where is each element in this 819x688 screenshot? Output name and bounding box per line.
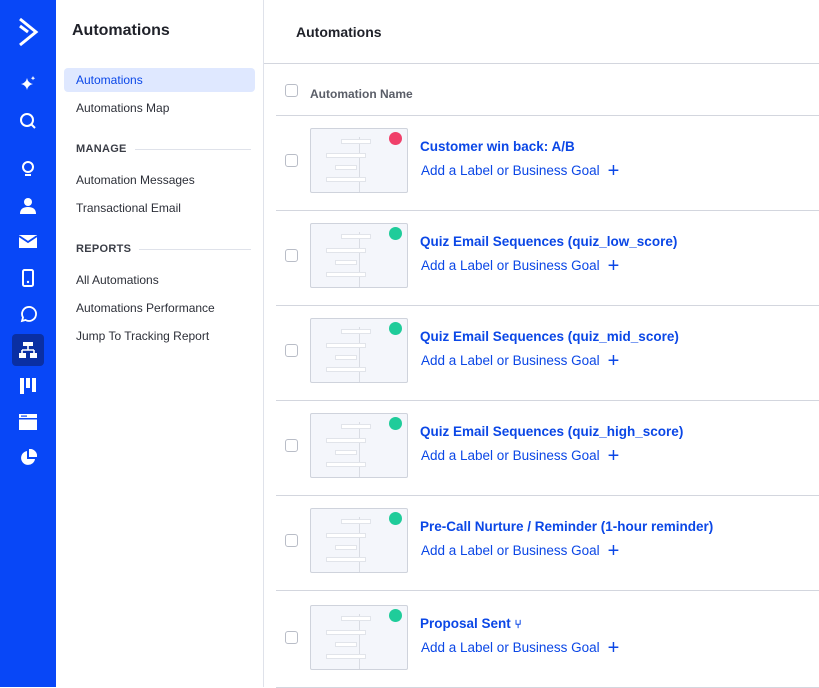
- plus-icon[interactable]: +: [607, 445, 620, 467]
- automation-name-link[interactable]: Quiz Email Sequences (quiz_mid_score): [420, 327, 730, 347]
- row-checkbox[interactable]: [285, 439, 298, 452]
- divider: [276, 115, 819, 116]
- divider: [276, 590, 819, 591]
- reports-heading-text: REPORTS: [76, 243, 132, 255]
- row-checkbox[interactable]: [285, 344, 298, 357]
- reports-icon[interactable]: [12, 442, 44, 474]
- status-dot: [389, 417, 402, 430]
- reports-heading: REPORTS: [76, 243, 251, 255]
- automation-name-link[interactable]: Quiz Email Sequences (quiz_high_score): [420, 422, 730, 442]
- automation-info: Quiz Email Sequences (quiz_mid_score) Ad…: [420, 327, 730, 371]
- plus-icon[interactable]: +: [607, 160, 620, 182]
- manage-heading-text: MANAGE: [76, 143, 127, 155]
- add-label-goal-text[interactable]: Add a Label or Business Goal: [421, 640, 600, 655]
- search-icon[interactable]: [12, 105, 44, 137]
- lightbulb-icon[interactable]: [12, 153, 44, 185]
- sidebar-item-jump-to-tracking-report[interactable]: Jump To Tracking Report: [76, 329, 210, 343]
- add-label-goal-link[interactable]: Add a Label or Business Goal +: [420, 541, 730, 561]
- automation-thumbnail[interactable]: [310, 128, 408, 193]
- automation-name-link[interactable]: Proposal Sent ⑂: [420, 614, 730, 634]
- app-rail: [0, 0, 56, 687]
- automation-row[interactable]: Quiz Email Sequences (quiz_low_score) Ad…: [264, 210, 819, 306]
- row-checkbox[interactable]: [285, 249, 298, 262]
- manage-heading: MANAGE: [76, 143, 251, 155]
- divider: [264, 63, 819, 64]
- automation-row[interactable]: Pre-Call Nurture / Reminder (1-hour remi…: [264, 495, 819, 591]
- plus-icon[interactable]: +: [607, 350, 620, 372]
- automation-name[interactable]: Customer win back: A/B: [420, 139, 575, 154]
- add-label-goal-link[interactable]: Add a Label or Business Goal +: [420, 256, 730, 276]
- divider: [276, 210, 819, 211]
- contacts-icon[interactable]: [12, 190, 44, 222]
- automation-row[interactable]: Proposal Sent ⑂ Add a Label or Business …: [264, 592, 819, 688]
- automation-row[interactable]: Quiz Email Sequences (quiz_high_score) A…: [264, 400, 819, 496]
- automation-name[interactable]: Quiz Email Sequences (quiz_high_score): [420, 424, 684, 439]
- pipelines-icon[interactable]: [12, 370, 44, 402]
- sidebar-item-automations-map[interactable]: Automations Map: [76, 101, 170, 115]
- sidebar-title: Automations: [72, 22, 170, 39]
- sidebar-item-automations[interactable]: Automations: [64, 68, 255, 92]
- status-dot: [389, 322, 402, 335]
- main-content: Automations Automation Name Customer win…: [264, 0, 819, 688]
- add-label-goal-text[interactable]: Add a Label or Business Goal: [421, 543, 600, 558]
- website-icon[interactable]: [12, 406, 44, 438]
- automation-name-link[interactable]: Pre-Call Nurture / Reminder (1-hour remi…: [420, 517, 730, 537]
- plus-icon[interactable]: +: [607, 255, 620, 277]
- row-checkbox[interactable]: [285, 534, 298, 547]
- status-dot: [389, 512, 402, 525]
- automation-row[interactable]: Quiz Email Sequences (quiz_mid_score) Ad…: [264, 305, 819, 401]
- status-dot: [389, 609, 402, 622]
- add-label-goal-link[interactable]: Add a Label or Business Goal +: [420, 351, 730, 371]
- divider: [276, 400, 819, 401]
- automation-name[interactable]: Quiz Email Sequences (quiz_low_score): [420, 234, 678, 249]
- whatsapp-icon[interactable]: [12, 298, 44, 330]
- sidebar-item-automations-performance[interactable]: Automations Performance: [76, 301, 215, 315]
- column-header-name[interactable]: Automation Name: [310, 87, 413, 101]
- split-icon: ⑂: [514, 617, 522, 631]
- automation-info: Quiz Email Sequences (quiz_high_score) A…: [420, 422, 730, 466]
- automation-name[interactable]: Pre-Call Nurture / Reminder (1-hour remi…: [420, 519, 714, 534]
- select-all-checkbox[interactable]: [285, 84, 298, 97]
- sms-icon[interactable]: [12, 262, 44, 294]
- automation-info: Pre-Call Nurture / Reminder (1-hour remi…: [420, 517, 730, 561]
- automation-name[interactable]: Quiz Email Sequences (quiz_mid_score): [420, 329, 679, 344]
- logo-icon[interactable]: [12, 16, 44, 48]
- automation-info: Quiz Email Sequences (quiz_low_score) Ad…: [420, 232, 730, 276]
- add-label-goal-text[interactable]: Add a Label or Business Goal: [421, 448, 600, 463]
- plus-icon[interactable]: +: [607, 540, 620, 562]
- row-checkbox[interactable]: [285, 154, 298, 167]
- sparkle-icon[interactable]: [12, 68, 44, 100]
- add-label-goal-text[interactable]: Add a Label or Business Goal: [421, 163, 600, 178]
- divider: [276, 495, 819, 496]
- automation-info: Proposal Sent ⑂ Add a Label or Business …: [420, 614, 730, 658]
- status-dot: [389, 227, 402, 240]
- add-label-goal-text[interactable]: Add a Label or Business Goal: [421, 258, 600, 273]
- automation-row[interactable]: Customer win back: A/B Add a Label or Bu…: [264, 115, 819, 211]
- sidebar-item-transactional-email[interactable]: Transactional Email: [76, 201, 181, 215]
- add-label-goal-link[interactable]: Add a Label or Business Goal +: [420, 638, 730, 658]
- sidebar-item-automation-messages[interactable]: Automation Messages: [76, 173, 195, 187]
- automation-name[interactable]: Proposal Sent: [420, 616, 511, 631]
- automation-info: Customer win back: A/B Add a Label or Bu…: [420, 137, 730, 181]
- add-label-goal-text[interactable]: Add a Label or Business Goal: [421, 353, 600, 368]
- row-checkbox[interactable]: [285, 631, 298, 644]
- plus-icon[interactable]: +: [607, 637, 620, 659]
- automation-name-link[interactable]: Quiz Email Sequences (quiz_low_score): [420, 232, 730, 252]
- status-dot: [389, 132, 402, 145]
- add-label-goal-link[interactable]: Add a Label or Business Goal +: [420, 446, 730, 466]
- page-title: Automations: [296, 24, 382, 40]
- automation-name-link[interactable]: Customer win back: A/B: [420, 137, 730, 157]
- automation-thumbnail[interactable]: [310, 318, 408, 383]
- email-icon[interactable]: [12, 226, 44, 258]
- secondary-sidebar: Automations Automations Automations Map …: [56, 0, 264, 687]
- divider: [276, 305, 819, 306]
- add-label-goal-link[interactable]: Add a Label or Business Goal +: [420, 161, 730, 181]
- sidebar-item-all-automations[interactable]: All Automations: [76, 273, 159, 287]
- automations-icon[interactable]: [12, 334, 44, 366]
